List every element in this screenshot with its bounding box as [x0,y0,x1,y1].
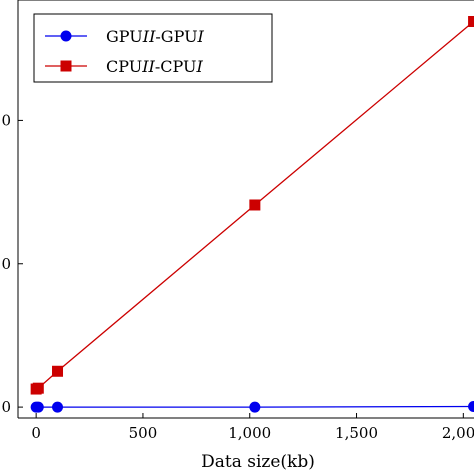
plot-frame [17,0,474,419]
series-layer [30,16,474,413]
y-tick-label: 0 [1,398,11,416]
legend: GPU𝐼𝐼-GPU𝐼 CPU𝐼𝐼-CPU𝐼 [33,13,273,83]
legend-label-gpu: GPU𝐼𝐼-GPU𝐼 [106,27,205,46]
data-point [468,16,474,28]
data-point [52,401,64,413]
legend-box [33,13,273,83]
legend-label-cpu: CPU𝐼𝐼-CPU𝐼 [106,57,203,76]
y-axis-ticks: 0 0 0 [1,111,23,416]
legend-swatch-marker-gpu [60,30,72,42]
y-tick-label: 0 [1,255,11,273]
x-tick-label: 0 [31,424,41,442]
data-point [32,401,44,413]
x-tick-label: 1,000 [228,424,271,442]
data-point [249,401,261,413]
x-tick-label: 500 [129,424,158,442]
x-tick-label: 2,000 [442,424,474,442]
legend-swatch-marker-cpu [60,60,72,72]
x-axis-label: Data size(kb) [201,452,315,472]
x-tick-label: 1,500 [335,424,378,442]
y-tick-label: 0 [1,111,11,129]
data-point [249,199,261,211]
data-point [52,365,64,377]
data-point [468,401,474,413]
x-axis-ticks: 0 500 1,000 1,500 2,000 [31,413,474,442]
data-point [32,382,44,394]
